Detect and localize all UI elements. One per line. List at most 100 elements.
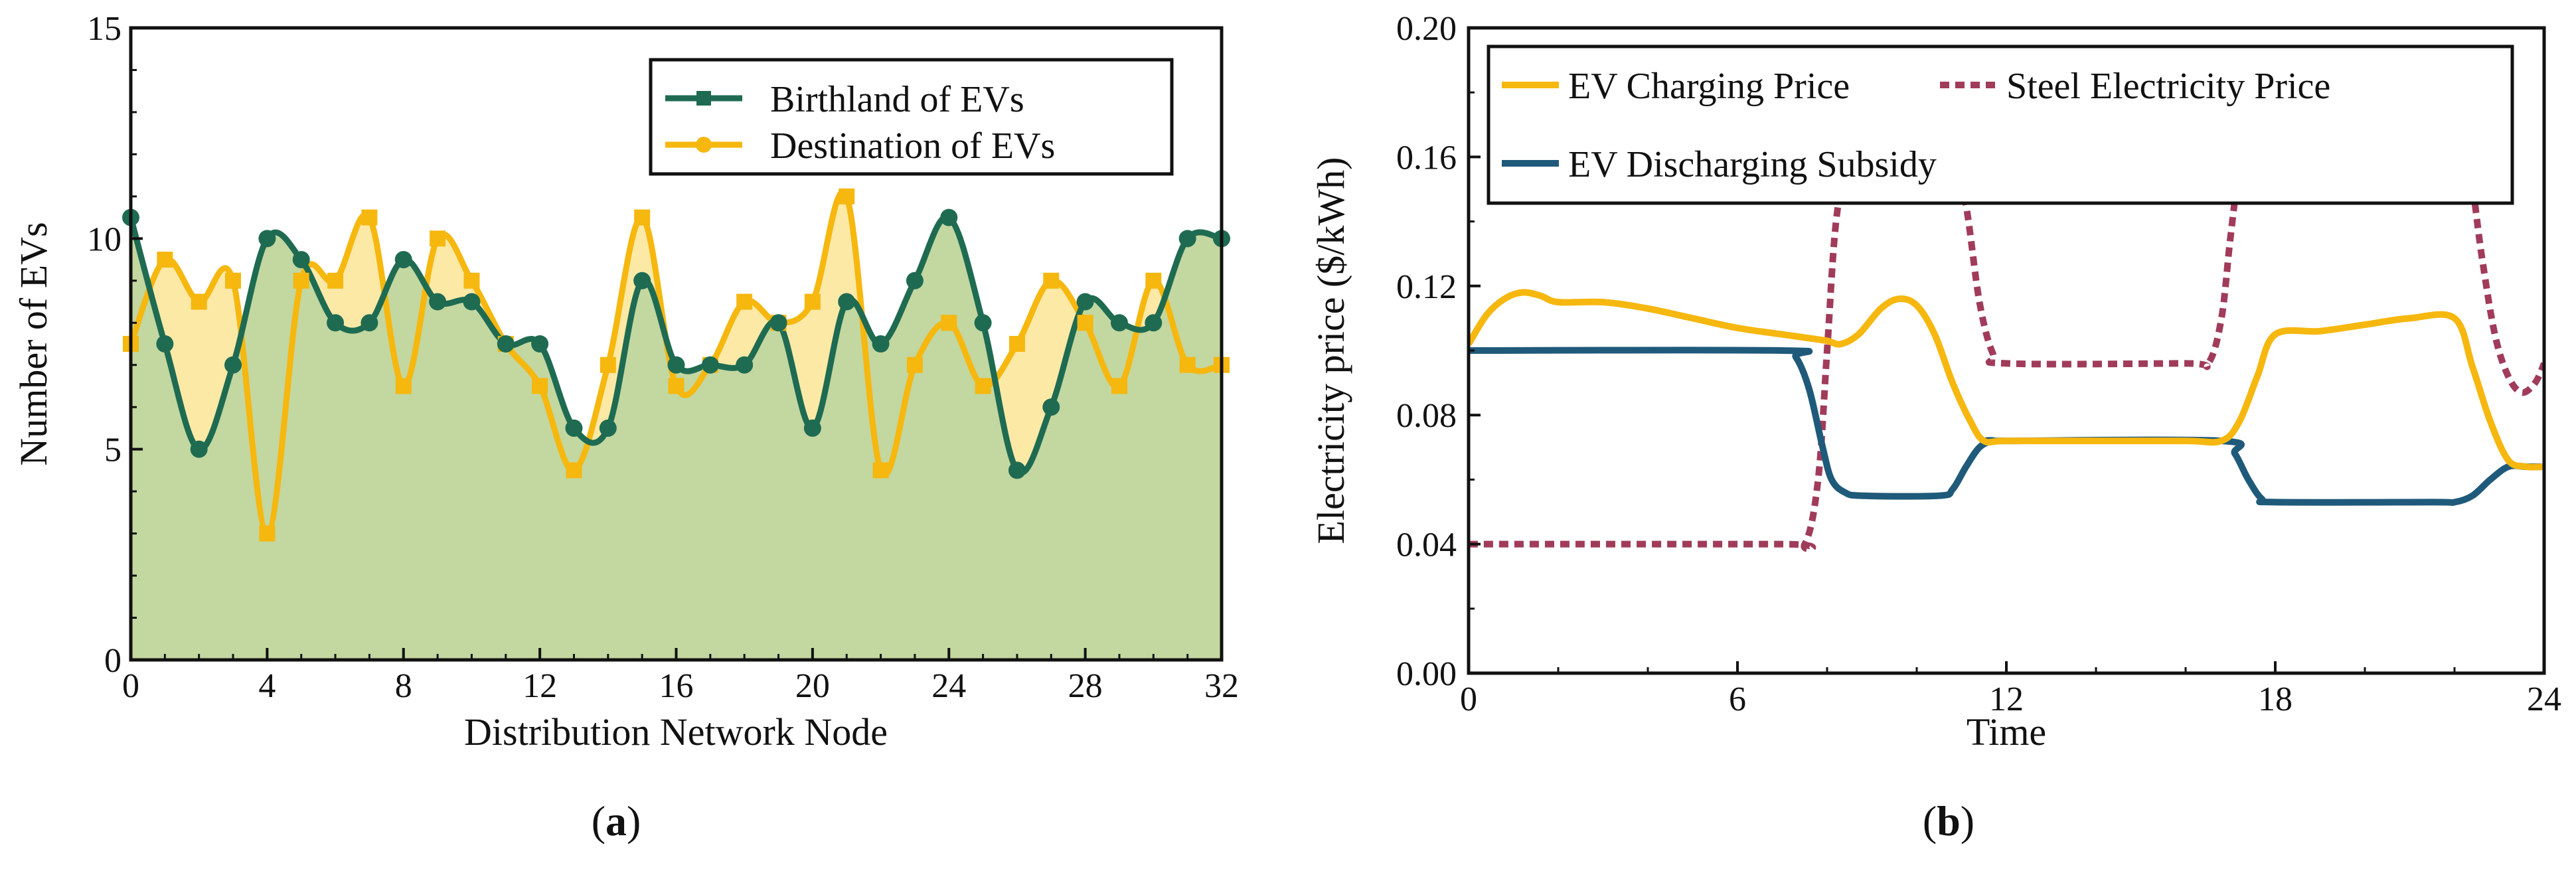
point-birthland-29 — [1110, 314, 1128, 332]
point-destination-30 — [1145, 272, 1162, 289]
point-birthland-14 — [599, 419, 617, 437]
panel-b: 0 6 12 18 24 0.00 0.04 0.08 0.12 0.16 0.20 Time El… — [1309, 10, 2561, 844]
point-destination-4 — [259, 525, 276, 542]
x-tick-label-a: 8 — [395, 667, 412, 705]
point-birthland-27 — [1042, 398, 1060, 416]
y-tick-label-b: 0.00 — [1396, 655, 1457, 693]
point-birthland-10 — [463, 293, 481, 311]
x-tick-label-a: 24 — [931, 667, 966, 705]
x-tick-label-a: 28 — [1068, 667, 1103, 705]
point-birthland-18 — [736, 356, 754, 374]
point-destination-6 — [327, 272, 344, 289]
y-tick-label-a: 10 — [87, 220, 121, 258]
legend-a — [649, 58, 1174, 176]
point-birthland-21 — [838, 293, 856, 311]
point-destination-1 — [157, 252, 173, 268]
point-birthland-22 — [872, 335, 890, 353]
legend-label-a-1: Destination of EVs — [770, 125, 1055, 167]
point-destination-9 — [430, 230, 446, 247]
point-destination-15 — [634, 209, 651, 226]
point-destination-29 — [1111, 378, 1127, 394]
x-tick-label-a: 16 — [659, 667, 694, 705]
point-destination-5 — [293, 272, 309, 289]
point-destination-24 — [941, 315, 957, 331]
y-tick-label-a: 0 — [104, 642, 121, 680]
point-destination-10 — [463, 272, 480, 289]
legend-label-b-steel-price: Steel Electricity Price — [2006, 66, 2330, 107]
x-tick-label-a: 4 — [258, 667, 276, 705]
point-destination-26 — [1008, 336, 1025, 352]
y-tick-label-b: 0.16 — [1396, 139, 1457, 177]
point-birthland-9 — [429, 293, 447, 311]
point-birthland-26 — [1008, 461, 1026, 479]
x-tick-label-b: 18 — [2258, 680, 2293, 718]
point-birthland-23 — [906, 272, 924, 289]
x-tick-label-a: 0 — [122, 667, 139, 705]
y-tick-label-b: 0.04 — [1396, 526, 1457, 564]
point-destination-21 — [839, 188, 855, 204]
y-axis-label-a: Number of EVs — [12, 222, 55, 465]
x-tick-label-b: 6 — [1729, 680, 1746, 718]
legend-label-b-discharging-subsidy: EV Discharging Subsidy — [1568, 144, 1937, 185]
point-birthland-20 — [803, 419, 821, 437]
point-destination-28 — [1077, 315, 1093, 331]
point-destination-31 — [1179, 356, 1196, 373]
x-tick-label-b: 24 — [2527, 680, 2561, 718]
panel-a: 0 4 8 12 16 20 24 28 32 0 5 10 15 Distribution Netwo… — [12, 10, 1239, 844]
point-birthland-16 — [667, 356, 685, 374]
point-birthland-8 — [394, 251, 412, 269]
x-tick-label-a: 32 — [1204, 667, 1239, 705]
legend-label-b-charging-price: EV Charging Price — [1568, 66, 1850, 107]
point-destination-2 — [191, 293, 207, 310]
point-birthland-13 — [565, 419, 583, 437]
point-destination-22 — [872, 462, 889, 479]
legend-b — [1487, 44, 2514, 205]
y-tick-label-b: 0.12 — [1396, 268, 1457, 306]
point-destination-13 — [566, 462, 582, 479]
point-birthland-2 — [190, 440, 208, 458]
point-birthland-11 — [497, 335, 515, 353]
point-birthland-25 — [974, 314, 992, 332]
y-tick-label-a: 15 — [87, 10, 121, 48]
legend-label-a-0: Birthland of EVs — [770, 79, 1024, 120]
legend-marker-a-1 — [696, 137, 712, 153]
line-charging-price — [1469, 289, 2544, 471]
x-axis-label-b: Time — [1967, 710, 2046, 753]
legend-marker-a-0 — [696, 91, 711, 106]
point-destination-25 — [975, 378, 991, 394]
point-birthland-31 — [1178, 230, 1196, 248]
point-birthland-1 — [156, 335, 174, 353]
x-tick-label-b: 12 — [1989, 680, 2024, 718]
y-axis-label-b: Electricity price ($/kWh) — [1309, 157, 1352, 544]
point-birthland-6 — [327, 314, 345, 332]
point-destination-20 — [804, 293, 821, 310]
panel-label-b: (b) — [1923, 797, 1974, 844]
point-birthland-3 — [224, 356, 242, 374]
point-birthland-5 — [292, 251, 310, 269]
point-birthland-19 — [769, 314, 787, 332]
point-birthland-7 — [361, 314, 378, 332]
point-birthland-4 — [258, 230, 276, 248]
point-destination-23 — [906, 356, 923, 373]
point-destination-7 — [361, 209, 378, 226]
y-tick-label-b: 0.20 — [1396, 10, 1457, 48]
y-tick-label-a: 5 — [104, 432, 121, 469]
point-destination-8 — [395, 378, 412, 394]
point-destination-27 — [1043, 272, 1060, 289]
x-axis-label-a: Distribution Network Node — [464, 710, 888, 753]
line-discharging-subsidy — [1469, 347, 2544, 507]
point-destination-18 — [736, 293, 753, 310]
point-birthland-15 — [633, 272, 651, 289]
x-tick-label-a: 12 — [523, 667, 557, 705]
point-birthland-17 — [701, 356, 719, 374]
y-tick-label-b: 0.08 — [1396, 397, 1457, 435]
point-birthland-30 — [1145, 314, 1163, 332]
point-destination-16 — [668, 378, 684, 394]
point-destination-3 — [225, 272, 242, 289]
x-tick-label-a: 20 — [795, 667, 830, 705]
point-destination-14 — [600, 356, 616, 373]
point-birthland-12 — [531, 335, 549, 353]
point-birthland-28 — [1076, 293, 1094, 311]
panel-label-a: (a) — [592, 797, 641, 844]
